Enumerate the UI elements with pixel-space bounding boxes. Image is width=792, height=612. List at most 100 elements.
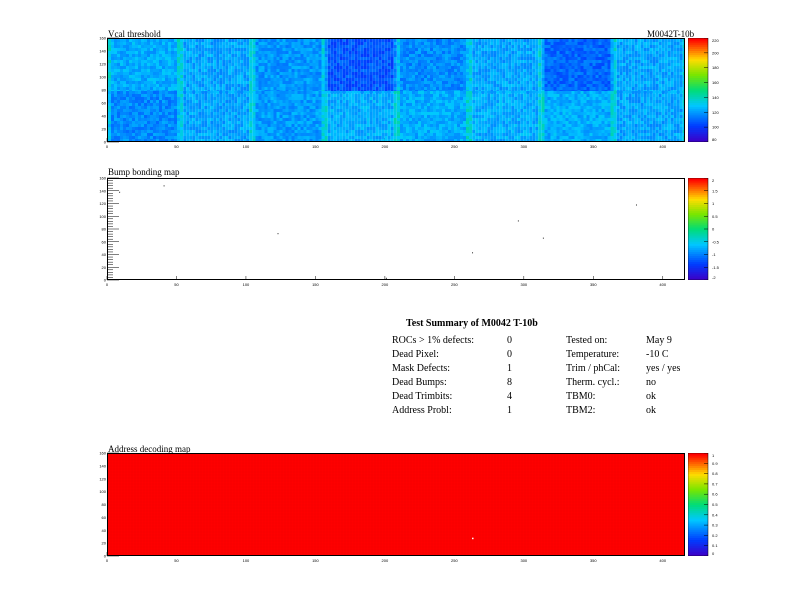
palette-band (688, 463, 708, 466)
y-tick-label: 0 (104, 554, 107, 559)
palette-band (688, 473, 708, 477)
summary-left-value: 1 (507, 363, 512, 374)
x-tick-label: 100 (243, 282, 250, 287)
roc-module (541, 91, 617, 141)
palette-tick-label: 0.8 (712, 471, 718, 476)
x-tick-label: 250 (451, 144, 458, 149)
palette-band (688, 98, 708, 101)
palette-band (688, 494, 708, 497)
module-id: M0042T-10b (647, 29, 695, 39)
x-tick-label: 0 (106, 558, 109, 563)
palette-band (688, 139, 708, 142)
x-tick-label: 100 (243, 144, 250, 149)
palette-band (688, 104, 708, 108)
palette-band (688, 498, 708, 501)
palette-band (688, 255, 708, 259)
y-tick-label: 60 (102, 239, 107, 244)
x-tick-label: 200 (382, 144, 389, 149)
summary-right-label: TBM0: (566, 391, 596, 402)
palette-band (688, 214, 708, 218)
palette-band (688, 73, 708, 76)
palette-band (688, 537, 708, 541)
palette-band (688, 200, 708, 203)
dead-bump-point (163, 185, 165, 187)
palette-band (688, 249, 708, 252)
vcal-color-palette: 80 100 120 140 160 180 200 220 (688, 38, 719, 142)
palette-band (688, 196, 708, 199)
roc-module (324, 91, 400, 141)
y-tick-label: 80 (102, 502, 107, 507)
palette-band (688, 475, 708, 479)
palette-band (688, 518, 708, 522)
palette-band (688, 112, 708, 116)
palette-band (688, 208, 708, 212)
palette-tick-label: 1 (712, 453, 715, 458)
y-tick-label: 0 (104, 140, 107, 145)
palette-band (688, 60, 708, 64)
palette-tick-label: 0 (712, 227, 715, 232)
palette-band (688, 133, 708, 137)
palette-band (688, 190, 708, 193)
y-tick-label: 100 (99, 489, 106, 494)
test-summary: Test Summary of M0042 T-10b ROCs > 1% de… (392, 318, 726, 435)
palette-band (688, 129, 708, 133)
summary-right-value: ok (646, 391, 656, 402)
summary-right-label: Tested on: (566, 335, 608, 346)
x-tick-label: 0 (106, 144, 109, 149)
palette-band (688, 77, 708, 81)
palette-band (688, 229, 708, 232)
palette-tick-label: -2 (712, 275, 716, 280)
roc-module (108, 91, 183, 141)
x-tick-label: 400 (659, 558, 666, 563)
palette-band (688, 455, 708, 458)
palette-band (688, 186, 708, 189)
palette-band (688, 83, 708, 87)
palette-tick-label: 1 (712, 201, 715, 206)
y-tick-label: 20 (102, 265, 107, 270)
palette-band (688, 277, 708, 280)
palette-band (688, 182, 708, 185)
palette-band (688, 233, 708, 236)
x-tick-label: 250 (451, 558, 458, 563)
dead-bump-point (517, 220, 519, 222)
summary-right-label: Therm. cycl.: (566, 377, 620, 388)
palette-band (688, 516, 708, 520)
palette-band (688, 510, 708, 514)
x-tick-label: 400 (659, 282, 666, 287)
y-tick-label: 120 (99, 201, 106, 206)
palette-band (688, 212, 708, 216)
palette-band (688, 490, 708, 493)
palette-band (688, 38, 708, 41)
x-tick-label: 50 (174, 558, 179, 563)
summary-right-value: -10 C (646, 349, 669, 360)
roc-module (252, 39, 328, 93)
summary-right-label: Temperature: (566, 349, 620, 360)
palette-band (688, 81, 708, 85)
palette-tick-label: 0.2 (712, 533, 718, 538)
vcal-threshold-map[interactable] (107, 38, 685, 142)
palette-tick-label: -1.5 (712, 265, 720, 270)
palette-band (688, 525, 708, 528)
palette-tick-label: 220 (712, 38, 719, 43)
palette-band (688, 178, 708, 181)
x-tick-label: 50 (174, 144, 179, 149)
palette-band (688, 467, 708, 470)
bump-bonding-title: Bump bonding map (108, 167, 180, 177)
address-decoding-map[interactable] (107, 453, 685, 556)
bump-bonding-map[interactable] (107, 178, 685, 280)
palette-band (688, 523, 708, 526)
x-tick-label: 50 (174, 282, 179, 287)
roc-module (397, 39, 472, 93)
palette-band (688, 471, 708, 475)
palette-band (688, 545, 708, 549)
palette-band (688, 235, 708, 238)
palette-band (688, 257, 708, 261)
palette-band (688, 121, 708, 124)
palette-tick-label: 200 (712, 50, 719, 55)
palette-band (688, 44, 708, 47)
y-tick-label: 160 (99, 36, 106, 41)
bump-axes: 0 50 100 150 200 250 300 350 400 0 20 40 60 80 100 120 1… (99, 176, 667, 287)
y-tick-label: 100 (99, 75, 106, 80)
palette-band (688, 123, 708, 126)
palette-band (688, 453, 708, 456)
